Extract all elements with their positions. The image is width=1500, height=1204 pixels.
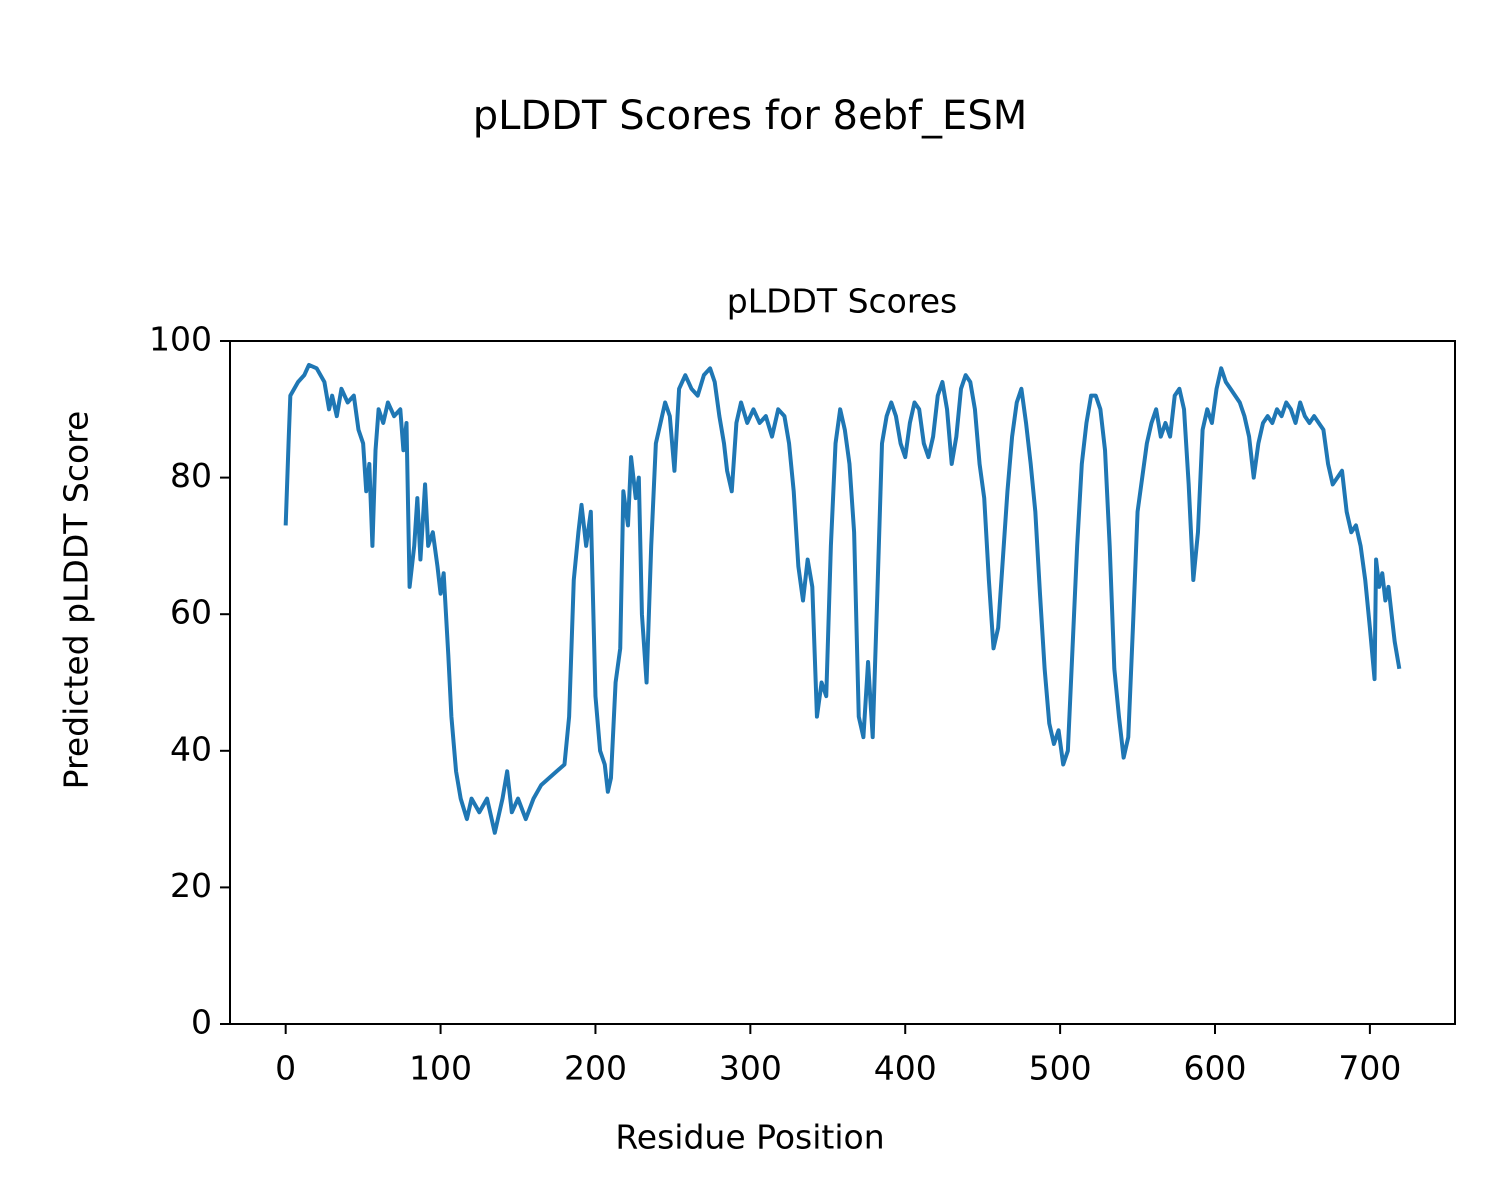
x-tick-label: 500 [1029, 1049, 1092, 1088]
y-axis-label: Predicted pLDDT Score [57, 411, 96, 790]
y-tick-label: 40 [170, 729, 212, 768]
x-tick-label: 300 [719, 1049, 782, 1088]
x-tick-label: 400 [874, 1049, 937, 1088]
line-series [283, 362, 1402, 835]
x-tick-label: 100 [409, 1049, 472, 1088]
y-tick-label: 80 [170, 456, 212, 495]
plot-frame [229, 340, 1456, 1025]
x-tick-label: 600 [1184, 1049, 1247, 1088]
axes-title: pLDDT Scores [727, 282, 957, 321]
x-tick-label: 200 [564, 1049, 627, 1088]
x-axis-label: Residue Position [615, 1118, 884, 1157]
y-tick-label: 60 [170, 593, 212, 632]
y-tick-label: 20 [170, 866, 212, 905]
y-tick-label: 100 [149, 320, 212, 359]
figure-title: pLDDT Scores for 8ebf_ESM [473, 93, 1027, 139]
y-tick-label: 0 [191, 1003, 212, 1042]
x-tick-label: 0 [275, 1049, 296, 1088]
x-tick-label: 700 [1338, 1049, 1401, 1088]
